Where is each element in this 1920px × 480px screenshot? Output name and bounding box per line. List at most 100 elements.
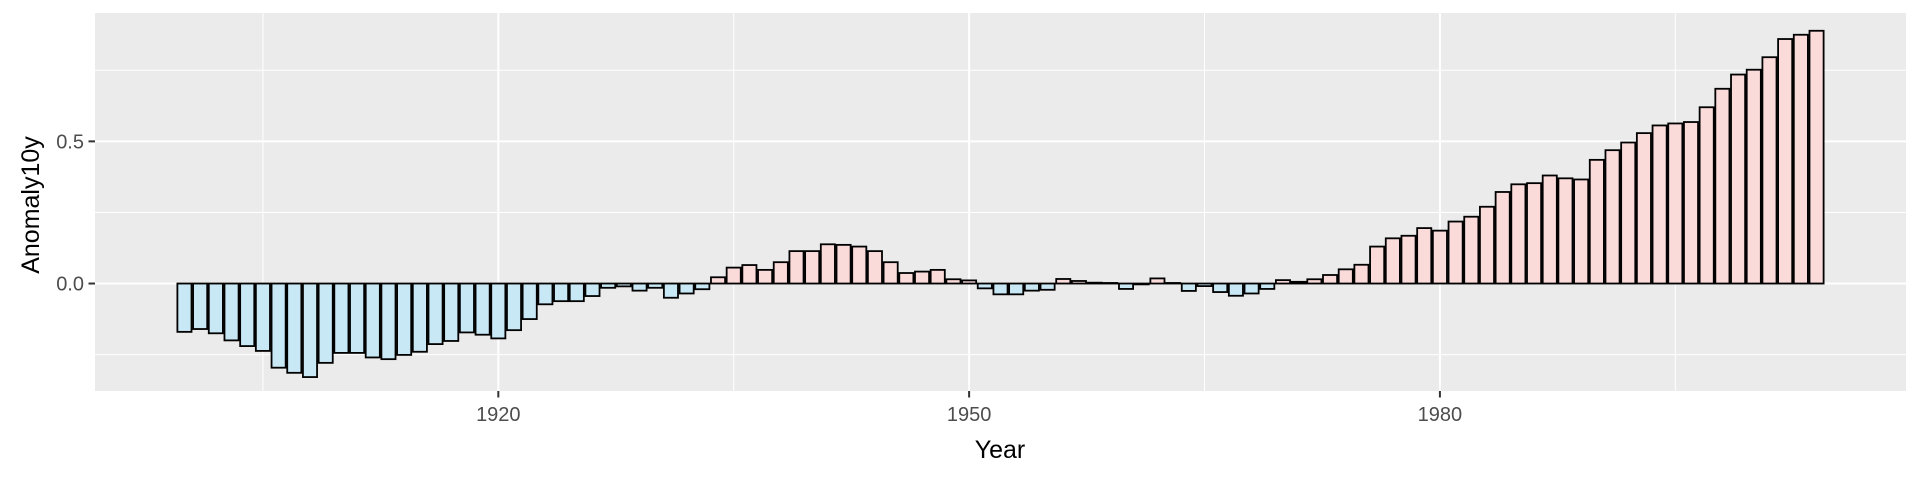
bar-1905 [254,282,271,352]
bar-1924 [553,282,570,303]
bar-1906 [270,282,287,369]
bar-1949 [945,278,962,285]
bar-1940 [804,250,821,285]
bar-1993 [1635,132,1652,285]
bar-1987 [1541,174,1558,285]
bar-1951 [976,282,993,290]
bar-1960 [1118,282,1134,290]
y-tick-label-0.5: 0.5 [56,131,84,153]
bar-2003 [1792,33,1809,285]
bar-1927 [600,282,617,289]
bar-1998 [1714,87,1731,285]
bar-1912 [364,282,381,359]
x-tick-label-1950: 1950 [947,404,992,426]
x-axis-title: Year [975,436,1026,464]
bar-1935 [725,266,742,285]
bar-1983 [1479,205,1495,285]
bar-1915 [411,282,428,353]
bar-1957 [1071,280,1087,285]
bar-1991 [1604,149,1621,285]
bar-1911 [349,282,366,354]
bar-1974 [1337,268,1354,285]
bar-1939 [788,250,805,285]
bar-1981 [1447,220,1464,285]
bar-1994 [1651,124,1668,285]
bar-1901 [192,282,209,330]
bar-1965 [1196,282,1213,287]
bar-1962 [1149,277,1166,285]
bar-1977 [1384,237,1401,285]
bar-1986 [1526,182,1543,285]
bar-1995 [1667,122,1684,285]
bar-1953 [1008,282,1025,296]
bar-1930 [647,282,664,289]
bar-2002 [1777,38,1794,285]
bar-1966 [1212,282,1229,293]
bar-1932 [678,282,695,295]
bar-1916 [427,282,444,345]
bar-1925 [568,282,585,303]
bar-1964 [1180,282,1197,292]
bar-1979 [1416,227,1433,285]
bar-1967 [1227,282,1244,297]
x-tick-label-1920: 1920 [476,404,521,426]
bar-1946 [898,272,915,285]
bar-1982 [1463,215,1480,285]
bar-1944 [866,250,883,285]
bar-1947 [914,270,930,285]
bar-1969 [1259,282,1276,290]
bar-1914 [396,282,413,356]
bar-1943 [851,245,868,285]
bar-1980 [1431,229,1448,285]
bar-1973 [1322,274,1339,285]
bar-1992 [1620,141,1637,285]
bar-1926 [584,282,601,297]
bar-1990 [1588,158,1605,285]
bar-1913 [380,282,397,361]
bar-1904 [239,282,256,347]
bar-1937 [757,268,774,285]
bar-1917 [443,282,460,342]
bar-1971 [1290,280,1307,285]
bar-1929 [631,282,648,292]
bar-1996 [1683,121,1699,285]
bar-1970 [1275,279,1291,285]
bar-2000 [1745,68,1762,285]
bar-1984 [1494,191,1511,285]
bar-1956 [1055,278,1072,285]
bar-1942 [835,243,852,285]
bar-1931 [662,282,679,299]
axis-tick-labels: 1920 1950 1980 0.0 0.5 [56,131,1462,426]
bar-1950 [961,279,978,285]
x-tick-label-1980: 1980 [1418,404,1463,426]
bar-1941 [819,243,836,285]
bar-1903 [223,282,240,342]
bar-1922 [521,282,538,320]
bar-1938 [772,261,789,285]
bar-1921 [506,282,522,332]
bar-1999 [1730,73,1747,285]
bar-1954 [1023,282,1040,292]
bar-1923 [537,282,554,306]
bars [176,29,1825,378]
bar-1902 [207,282,224,335]
bar-1933 [694,282,711,291]
bar-1976 [1369,245,1386,285]
bar-1959 [1102,282,1119,285]
bar-1936 [741,264,758,285]
bar-1989 [1573,178,1590,285]
bar-1920 [490,282,507,340]
bar-1985 [1510,183,1527,285]
bar-1948 [929,268,946,285]
y-tick-label-0.0: 0.0 [56,274,84,296]
bar-1978 [1400,234,1417,285]
bar-1955 [1039,282,1056,291]
bar-1907 [286,282,303,374]
bar-1963 [1165,282,1182,285]
bar-1919 [474,282,491,336]
bar-1918 [458,282,475,334]
bar-1997 [1698,106,1715,285]
bar-2001 [1761,56,1778,285]
